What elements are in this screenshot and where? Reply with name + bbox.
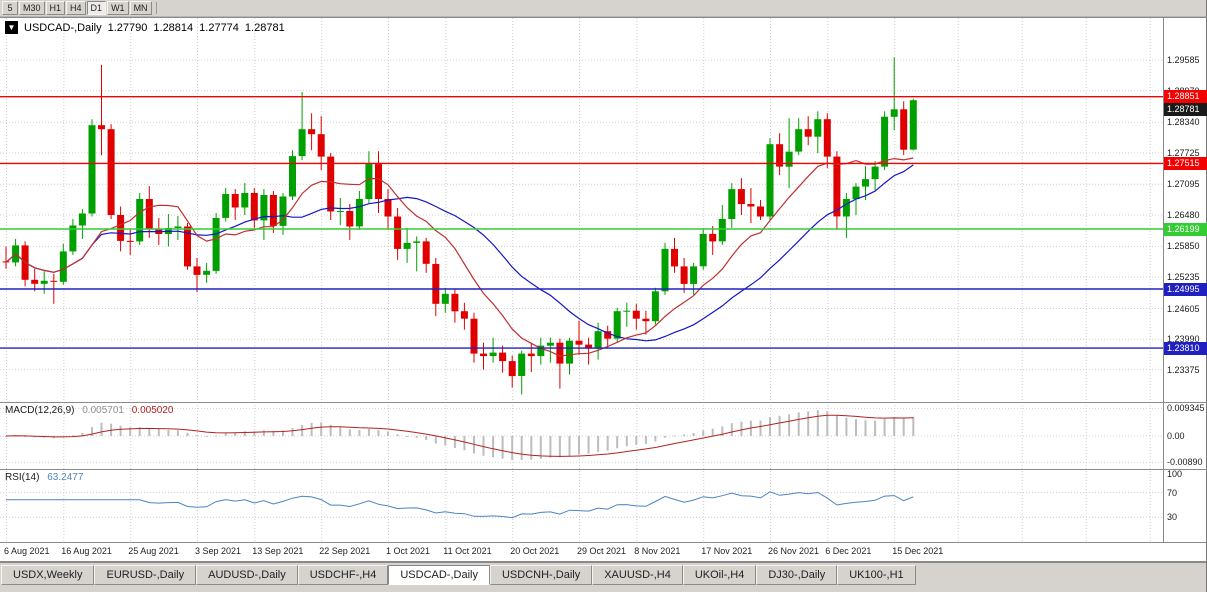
date-axis-label: 6 Dec 2021: [825, 546, 872, 556]
price-axis-label: 1.25235: [1167, 272, 1200, 283]
timeframe-button-h1[interactable]: H1: [45, 1, 66, 15]
price-badge-support-2: 1.23810: [1164, 341, 1207, 355]
date-axis-label: 11 Oct 2021: [443, 546, 492, 556]
macd-signal-line: [5, 414, 914, 457]
timeframe-button-m30[interactable]: M30: [19, 1, 45, 15]
ohlc-low: 1.27774: [199, 21, 239, 34]
rsi-name: RSI(14): [5, 472, 40, 483]
chart-tab-usdchf-h4[interactable]: USDCHF-,H4: [297, 565, 389, 585]
date-axis-label: 15 Dec 2021: [892, 546, 944, 556]
chart-tab-usdcnh-daily[interactable]: USDCNH-,Daily: [489, 565, 593, 585]
rsi-axis-label: 30: [1167, 512, 1178, 523]
macd-main-value: 0.005701: [82, 405, 124, 416]
chart-tab-eurusd-daily[interactable]: EURUSD-,Daily: [94, 565, 197, 585]
rsi-indicator-label: RSI(14) 63.2477: [5, 472, 83, 483]
macd-signal-value: 0.005020: [131, 405, 174, 416]
date-axis-label: 3 Sep 2021: [195, 546, 242, 556]
price-axis-label: 1.24605: [1167, 303, 1200, 314]
price-badge-support-1: 1.24995: [1164, 282, 1207, 296]
timeframe-button-5[interactable]: 5: [2, 1, 18, 15]
macd-axis-label: 0.009345: [1167, 403, 1205, 414]
price-axis-label: 1.29585: [1167, 55, 1200, 66]
macd-axis-label: -0.00890: [1167, 457, 1203, 468]
price-badge-resistance-upper: 1.28851: [1164, 90, 1207, 104]
chart-tab-usdcad-daily[interactable]: USDCAD-,Daily: [388, 565, 490, 585]
chart-tab-audusd-daily[interactable]: AUDUSD-,Daily: [196, 565, 298, 585]
date-axis-label: 29 Oct 2021: [577, 546, 627, 556]
ohlc-close: 1.28781: [244, 21, 285, 34]
chart-canvas[interactable]: [0, 0, 1207, 562]
chart-tab-dj30-daily[interactable]: DJ30-,Daily: [756, 565, 838, 585]
chart-window-tabbar: USDX,Weekly EURUSD-,Daily AUDUSD-,Daily USD…: [0, 562, 1206, 592]
timeframe-button-mn[interactable]: MN: [129, 1, 152, 15]
chart-tab-ukoil-h4[interactable]: UKOil-,H4: [682, 565, 757, 585]
chart-symbol-title: USDCAD-,Daily: [24, 21, 102, 34]
one-click-trading-collapse-icon[interactable]: ▼: [5, 21, 18, 34]
rsi-line: [6, 491, 914, 519]
chart-header: ▼ USDCAD-,Daily 1.27790 1.28814 1.27774 …: [5, 21, 285, 34]
date-axis-label: 25 Aug 2021: [128, 546, 179, 556]
ohlc-open: 1.27790: [107, 21, 148, 34]
price-badge-bid-price: 1.28781: [1164, 103, 1207, 117]
timeframe-button-d1[interactable]: D1: [86, 1, 107, 15]
date-axis-label: 17 Nov 2021: [701, 546, 753, 556]
date-axis-label: 22 Sep 2021: [319, 546, 371, 556]
price-axis-label: 1.26480: [1167, 210, 1200, 220]
ma-fast-line: [5, 157, 914, 357]
toolbar-separator: [155, 2, 157, 14]
date-axis-label: 20 Oct 2021: [510, 546, 560, 556]
date-axis-label: 1 Oct 2021: [386, 546, 431, 556]
ma-slow-line: [5, 164, 914, 342]
price-axis-label: 1.27095: [1167, 179, 1200, 190]
price-axis-label: 1.25850: [1167, 241, 1200, 252]
price-axis-label: 1.23990: [1167, 334, 1200, 345]
price-axis-label: 1.23375: [1167, 364, 1200, 375]
chart-tab-uk100-h1[interactable]: UK100-,H1: [837, 565, 916, 585]
ohlc-high: 1.28814: [153, 21, 194, 34]
macd-axis-label: 0.00: [1167, 431, 1185, 441]
chart-tab-usdx-weekly[interactable]: USDX,Weekly: [1, 565, 95, 585]
price-axis-label: 1.28340: [1167, 117, 1200, 128]
timeframe-button-h4[interactable]: H4: [66, 1, 86, 15]
macd-name: MACD(12,26,9): [5, 405, 75, 416]
price-axis-label: 1.27725: [1167, 147, 1200, 158]
rsi-axis-label: 70: [1167, 487, 1178, 498]
price-badge-resistance-lower: 1.27515: [1164, 156, 1207, 170]
date-axis-label: 13 Sep 2021: [252, 546, 304, 556]
date-axis-label: 26 Nov 2021: [768, 546, 820, 556]
chart-tab-xauusd-h4[interactable]: XAUUSD-,H4: [592, 565, 683, 585]
date-axis-label: 6 Aug 2021: [4, 546, 50, 556]
rsi-value: 63.2477: [47, 472, 84, 483]
date-axis-label: 16 Aug 2021: [61, 546, 112, 556]
price-badge-support-mid: 1.26199: [1164, 222, 1207, 236]
date-axis-label: 8 Nov 2021: [634, 546, 681, 556]
timeframe-button-w1[interactable]: W1: [107, 1, 129, 15]
timeframe-toolbar: 5 M30 H1 H4 D1 W1 MN: [0, 0, 1206, 17]
macd-indicator-label: MACD(12,26,9) 0.005701 0.005020: [5, 405, 173, 416]
rsi-axis-label: 100: [1167, 469, 1183, 479]
